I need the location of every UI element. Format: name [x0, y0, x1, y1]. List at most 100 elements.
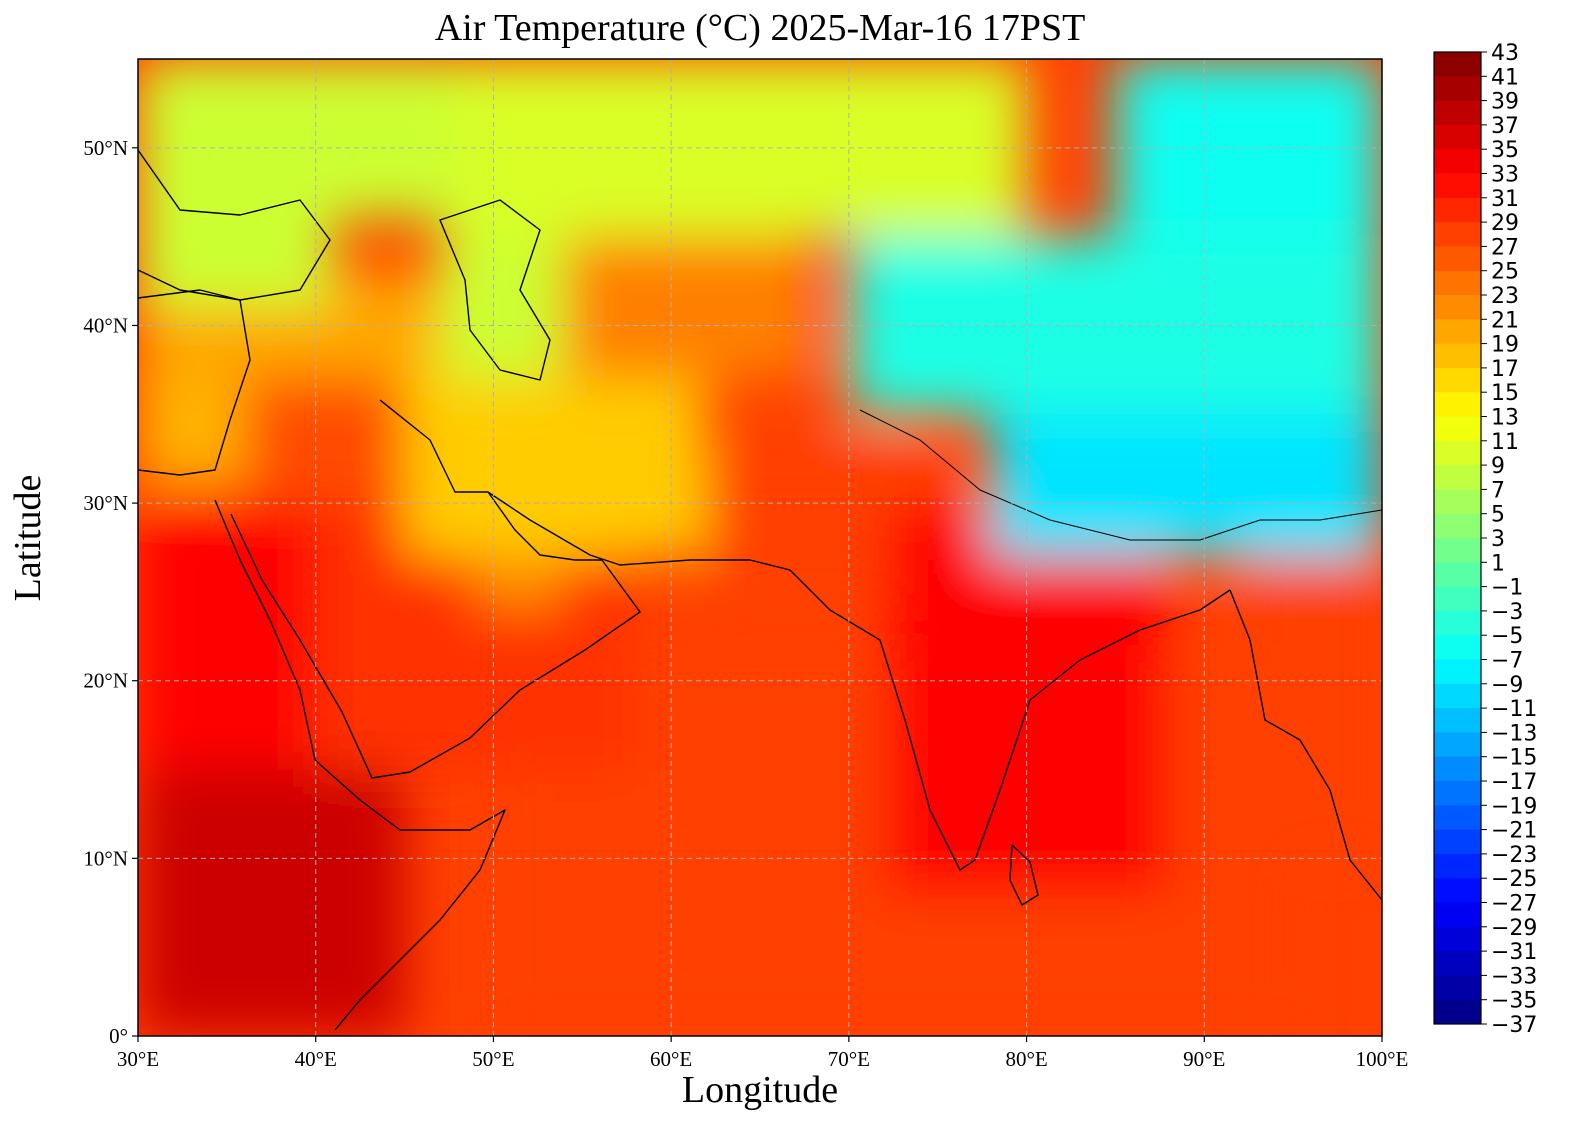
- colorbar-band-9: [1434, 781, 1481, 806]
- colorbar-tick-label-37: −31: [1491, 940, 1537, 965]
- colorbar-tick-label-6: 31: [1491, 187, 1519, 212]
- colorbar-tick-label-3: 37: [1491, 114, 1519, 139]
- coastline-india: [789, 569, 1231, 871]
- colorbar-tick-label-21: 1: [1491, 551, 1505, 576]
- chart-title: Air Temperature (°C) 2025-Mar-16 17PST: [434, 7, 1086, 49]
- colorbar-band-22: [1434, 465, 1481, 490]
- colorbar-tick-label-9: 25: [1491, 260, 1519, 285]
- colorbar-band-3: [1434, 926, 1481, 952]
- colorbar-band-29: [1434, 295, 1481, 320]
- colorbar-tick-label-36: −29: [1491, 916, 1537, 941]
- temperature-region-11: [564, 236, 814, 379]
- colorbar-band-8: [1434, 805, 1481, 830]
- colorbar-band-39: [1434, 52, 1481, 77]
- colorbar: 434139373533312927252321191715131197531−…: [1433, 41, 1537, 1038]
- colorbar-band-0: [1434, 999, 1481, 1024]
- colorbar-band-33: [1434, 197, 1481, 223]
- colorbar-tick-label-40: −37: [1491, 1013, 1537, 1038]
- colorbar-tick-label-26: −9: [1491, 673, 1523, 698]
- coastline-iran: [487, 491, 791, 571]
- map-area: [138, 59, 1382, 1036]
- colorbar-tick-label-18: 7: [1491, 478, 1505, 503]
- colorbar-band-1: [1434, 975, 1481, 1000]
- colorbar-band-20: [1434, 513, 1481, 538]
- colorbar-band-19: [1434, 538, 1481, 563]
- colorbar-tick-label-33: −23: [1491, 843, 1537, 868]
- coastline-sri-lanka: [1009, 844, 1039, 906]
- colorbar-tick-label-23: −3: [1491, 600, 1523, 625]
- colorbar-band-2: [1434, 951, 1481, 976]
- colorbar-band-10: [1434, 756, 1481, 781]
- colorbar-tick-label-8: 27: [1491, 235, 1519, 260]
- colorbar-band-26: [1434, 367, 1481, 393]
- y-tick-label-2: 20°N: [83, 669, 128, 693]
- coastline-red-sea: [214, 499, 316, 761]
- colorbar-band-13: [1434, 683, 1481, 709]
- x-tick-label-2: 50°E: [472, 1047, 514, 1071]
- colorbar-tick-label-39: −35: [1491, 989, 1537, 1014]
- coastline-mediterranean: [138, 289, 251, 476]
- colorbar-tick-label-10: 23: [1491, 284, 1519, 309]
- colorbar-tick-label-28: −13: [1491, 721, 1537, 746]
- y-tick-label-3: 30°N: [83, 491, 128, 515]
- colorbar-band-4: [1434, 902, 1481, 927]
- colorbar-band-28: [1434, 319, 1481, 344]
- y-tick-label-0: 0°: [109, 1024, 128, 1048]
- colorbar-tick-label-30: −17: [1491, 770, 1537, 795]
- colorbar-band-34: [1434, 173, 1481, 198]
- x-axis: 30°E 40°E 50°E 60°E 70°E 80°E 90°E 100°E: [117, 1036, 1408, 1071]
- colorbar-band-16: [1434, 610, 1481, 636]
- colorbar-tick-label-24: −5: [1491, 624, 1523, 649]
- coastline-black-sea: [138, 149, 331, 301]
- y-tick-label-1: 10°N: [83, 846, 128, 870]
- colorbar-tick-label-20: 3: [1491, 527, 1505, 552]
- temperature-region-13: [138, 59, 458, 219]
- colorbar-band-37: [1434, 100, 1481, 125]
- colorbar-band-32: [1434, 222, 1481, 247]
- colorbar-tick-label-11: 21: [1491, 308, 1519, 333]
- colorbar-tick-label-16: 11: [1491, 430, 1519, 455]
- colorbar-band-38: [1434, 76, 1481, 101]
- colorbar-tick-label-0: 43: [1491, 41, 1519, 66]
- x-tick-label-0: 30°E: [117, 1047, 159, 1071]
- colorbar-tick-label-22: −1: [1491, 576, 1523, 601]
- colorbar-tick-label-13: 17: [1491, 357, 1519, 382]
- colorbar-band-7: [1434, 829, 1481, 854]
- temperature-region-6: [138, 378, 245, 486]
- himalaya-front: [859, 409, 1382, 541]
- colorbar-tick-label-34: −25: [1491, 867, 1537, 892]
- coastline-horn-of-africa: [314, 759, 506, 1031]
- colorbar-tick-label-29: −15: [1491, 746, 1537, 771]
- colorbar-tick-label-27: −11: [1491, 697, 1537, 722]
- colorbar-band-18: [1434, 562, 1481, 587]
- temperature-region-8: [138, 218, 334, 308]
- temperature-region-1: [138, 769, 405, 1036]
- colorbar-tick-label-38: −33: [1491, 964, 1537, 989]
- x-tick-label-5: 80°E: [1005, 1047, 1047, 1071]
- colorbar-tick-label-5: 33: [1491, 163, 1519, 188]
- colorbar-band-21: [1434, 489, 1481, 514]
- coastline-indochina: [1229, 589, 1382, 901]
- x-tick-label-7: 100°E: [1356, 1047, 1409, 1071]
- colorbar-tick-label-1: 41: [1491, 65, 1519, 90]
- coastlines: [138, 149, 1382, 1031]
- colorbar-band-12: [1434, 708, 1481, 733]
- colorbar-band-35: [1434, 149, 1481, 174]
- colorbar-tick-label-4: 35: [1491, 138, 1519, 163]
- map-frame: [137, 58, 1383, 1037]
- x-tick-label-4: 70°E: [828, 1047, 870, 1071]
- colorbar-tick-label-31: −19: [1491, 794, 1537, 819]
- colorbar-band-23: [1434, 440, 1481, 466]
- x-tick-label-3: 60°E: [650, 1047, 692, 1071]
- coastline-arabia: [230, 399, 641, 779]
- temperature-field: [138, 59, 1382, 1036]
- colorbar-band-15: [1434, 635, 1481, 660]
- temperature-region-2: [138, 503, 316, 770]
- colorbar-tick-label-14: 15: [1491, 381, 1519, 406]
- y-axis: 0° 10°N 20°N 30°N 40°N 50°N: [83, 136, 138, 1048]
- x-axis-label: Longitude: [681, 1069, 839, 1111]
- colorbar-band-31: [1434, 246, 1481, 271]
- coastline-caspian: [439, 199, 551, 381]
- colorbar-tick-label-2: 39: [1491, 90, 1519, 115]
